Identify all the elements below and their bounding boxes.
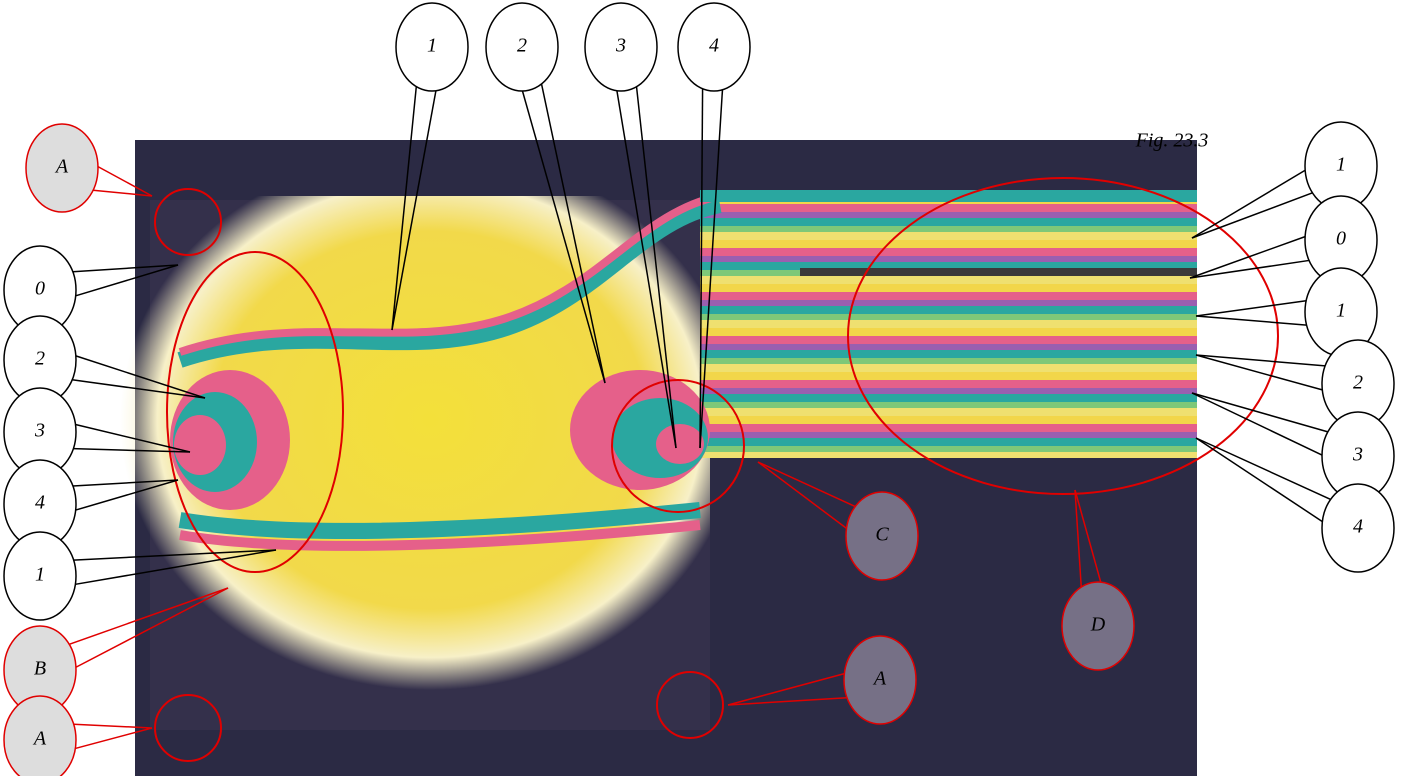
callout-label: 4 (709, 35, 719, 57)
callout-label: 3 (615, 35, 626, 57)
callout-label: A (872, 668, 887, 690)
callout-label: A (32, 728, 47, 750)
callout-label: 3 (34, 420, 45, 442)
callout: A (26, 124, 152, 212)
callout-label: 4 (1353, 516, 1363, 538)
callout-label: 0 (35, 278, 45, 300)
callout: A (4, 696, 152, 776)
callout-label: 1 (427, 35, 437, 57)
leader-line (1196, 438, 1322, 522)
callout-label: 0 (1336, 228, 1346, 250)
callout-label: 1 (1336, 300, 1346, 322)
callout-label: C (875, 524, 889, 546)
leader-line (1190, 237, 1305, 278)
callout-label: 2 (1353, 372, 1363, 394)
leader-line (1192, 170, 1305, 238)
callout-label: B (34, 658, 46, 680)
callout-label: 4 (35, 492, 45, 514)
figure: Fig. 23.3 1 2 3 4 1 0 1 2 3 4 A 0 2 3 4 1 B A C D A (0, 0, 1408, 776)
callout-label: 2 (517, 35, 527, 57)
callout-label: D (1090, 614, 1106, 636)
callout-label: 1 (35, 564, 45, 586)
callout-label: A (54, 156, 69, 178)
leader-line (1196, 301, 1306, 316)
leader-line (1190, 260, 1309, 278)
callout-label: 2 (35, 348, 45, 370)
callout-label: 1 (1336, 154, 1346, 176)
leader-line (1192, 193, 1312, 238)
leader-line (1196, 438, 1331, 499)
photo (120, 140, 1197, 776)
callout-label: 3 (1352, 444, 1363, 466)
leader-line (1196, 316, 1307, 325)
caption: Fig. 23.3 (1135, 130, 1209, 152)
